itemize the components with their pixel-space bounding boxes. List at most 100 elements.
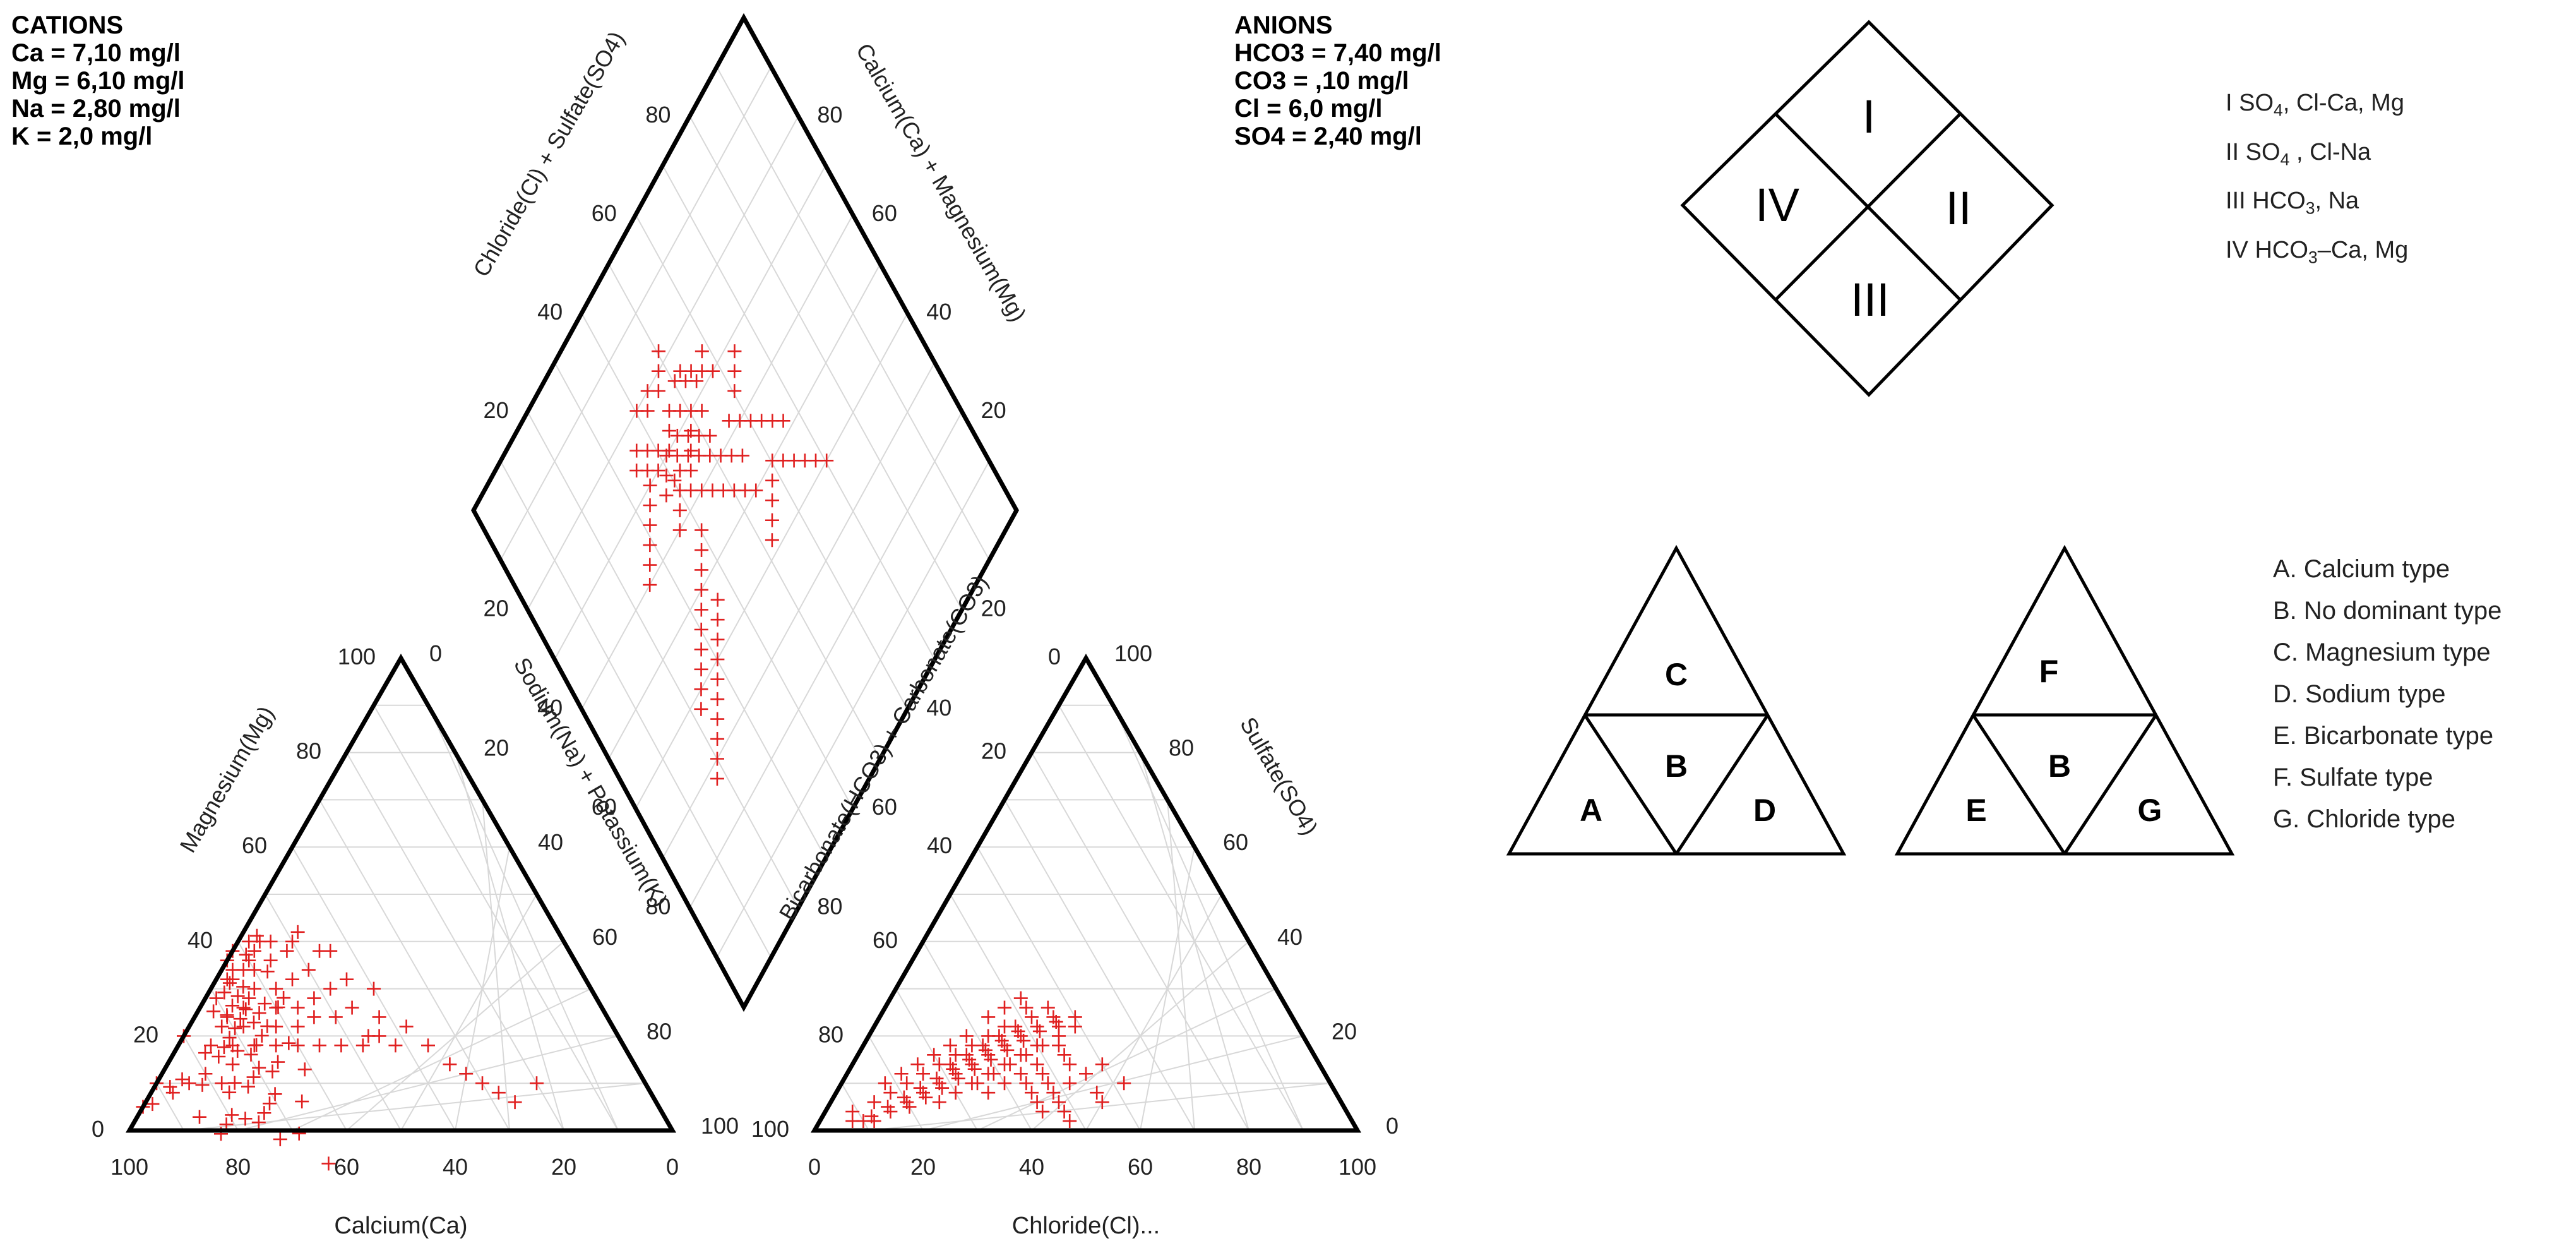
diamond-data-point	[820, 453, 834, 468]
cation-data-point	[242, 953, 256, 968]
cation-line-mg: Mg = 6,10 mg/l	[11, 67, 185, 95]
anion-data-point	[1019, 1076, 1034, 1091]
anion-data-point	[1063, 1057, 1077, 1072]
anion-bottom-tick: 40	[1019, 1154, 1044, 1180]
cation-bottom-tick: 80	[225, 1154, 251, 1180]
cation-grid-line	[373, 705, 619, 1131]
diamond-data-point	[765, 513, 779, 527]
cation-type-triangle: C A B D	[1506, 544, 1847, 856]
diamond-data-point	[727, 344, 742, 359]
diamond-data-point	[694, 582, 708, 597]
cation-data-point	[399, 1019, 414, 1034]
cation-data-point	[244, 1047, 258, 1062]
diamond-data-point	[695, 364, 709, 378]
diamond-data-point	[684, 443, 698, 458]
cation-left-tick: 60	[242, 832, 267, 858]
cation-grid-line	[482, 800, 510, 1131]
cation-data-point	[247, 981, 261, 996]
anion-data-point	[998, 1057, 1011, 1072]
cation-data-point	[145, 1097, 160, 1112]
cation-data-point	[260, 964, 275, 979]
anion-right-tick: 0	[1386, 1113, 1398, 1139]
cation-left-tick: 0	[92, 1116, 104, 1142]
anion-line-hco3: HCO3 = 7,40 mg/l	[1234, 39, 1441, 67]
cation-data-point	[508, 1095, 522, 1110]
anion-bottom-tick: 80	[1236, 1154, 1261, 1180]
cation-data-point	[271, 1000, 285, 1014]
cation-data-point	[165, 1086, 180, 1100]
cation-data-point	[307, 991, 321, 1005]
type-legend-item-b: B. No dominant type	[2273, 597, 2502, 625]
cation-data-point	[372, 1010, 386, 1024]
anion-data-point	[1052, 1019, 1066, 1034]
diamond-data-point	[776, 414, 790, 428]
cation-left-tick: 40	[188, 927, 213, 953]
anion-data-point	[916, 1067, 930, 1081]
anion-type-triangle-outline	[1894, 544, 2235, 856]
diamond-upper-left-tick: 80	[645, 102, 671, 128]
cation-data-point	[321, 1156, 336, 1171]
anion-right-tick: 80	[1169, 735, 1194, 761]
cation-grid-line	[156, 1082, 184, 1131]
diamond-upper-right-tick: 40	[926, 299, 951, 325]
cation-data-point	[323, 944, 338, 958]
diamond-data-point	[659, 468, 674, 483]
anion-grid-line	[841, 1082, 869, 1131]
cation-data-point	[268, 1087, 282, 1101]
diamond-grid-line	[716, 66, 990, 561]
cation-right-tick: 60	[592, 924, 617, 950]
anion-data-point	[910, 1057, 925, 1072]
type-legend-item-e: E. Bicarbonate type	[2273, 722, 2494, 750]
anions-title: ANIONS	[1234, 11, 1333, 39]
anion-line-so4: SO4 = 2,40 mg/l	[1234, 123, 1422, 150]
anion-data-point	[864, 1109, 879, 1124]
diamond-data-point	[689, 374, 704, 388]
cation-right-tick: 100	[701, 1113, 739, 1139]
cation-data-point	[323, 981, 338, 996]
cation-left-tick: 100	[338, 644, 376, 669]
anion-type-inner-right	[2063, 714, 2158, 855]
anion-data-point	[981, 1067, 996, 1081]
diamond-lower-left-tick: 40	[537, 695, 563, 721]
cation-data-point	[225, 998, 239, 1013]
cation-data-point	[257, 1106, 271, 1120]
anion-grid-line	[895, 988, 978, 1131]
anion-data-point	[881, 1100, 895, 1114]
cation-data-point	[307, 1010, 321, 1024]
cation-data-point	[246, 1070, 261, 1084]
diamond-lower-left-tick: 80	[645, 894, 671, 920]
anion-data-point	[929, 1071, 944, 1086]
diamond-data-point	[694, 563, 708, 577]
cation-data-point	[367, 981, 381, 996]
diamond-grid-line	[689, 116, 963, 610]
diamond-data-point	[735, 448, 749, 463]
diamond-data-point	[629, 404, 644, 418]
diamond-lower-right-tick: 60	[872, 794, 897, 820]
diamond-data-point	[694, 622, 708, 637]
anion-data-point	[994, 1033, 1009, 1048]
cation-data-point	[230, 989, 245, 1004]
water-type-legend-item: II SO4 , Cl-Na	[2226, 138, 2371, 169]
anion-data-point	[1117, 1076, 1131, 1091]
diamond-data-point	[672, 483, 687, 498]
anion-data-point	[1030, 1057, 1044, 1072]
facies-diamond: I II III IV	[1680, 20, 2054, 397]
cation-data-point	[372, 1029, 386, 1043]
anion-data-point	[1063, 1114, 1077, 1129]
diamond-upper-right-tick: 80	[817, 102, 842, 128]
cation-data-point	[233, 1012, 247, 1026]
diamond-data-point	[710, 752, 724, 766]
cation-triangle-outline	[125, 653, 677, 1133]
cation-data-point	[220, 972, 234, 986]
anion-data-point	[1041, 1000, 1055, 1015]
anion-type-label-left: E	[1965, 793, 1986, 828]
diamond-data-point	[651, 364, 665, 378]
water-type-legend-item: IV HCO3–Ca, Mg	[2226, 236, 2409, 267]
anion-data-point	[900, 1076, 914, 1091]
anion-grid-line	[868, 1035, 924, 1131]
anion-grid-line	[1031, 752, 1249, 1131]
cation-data-point	[212, 1050, 226, 1064]
diamond-grid-line	[662, 165, 936, 660]
facies-diamond-outline	[1680, 20, 2054, 397]
cation-data-point	[215, 1076, 229, 1091]
